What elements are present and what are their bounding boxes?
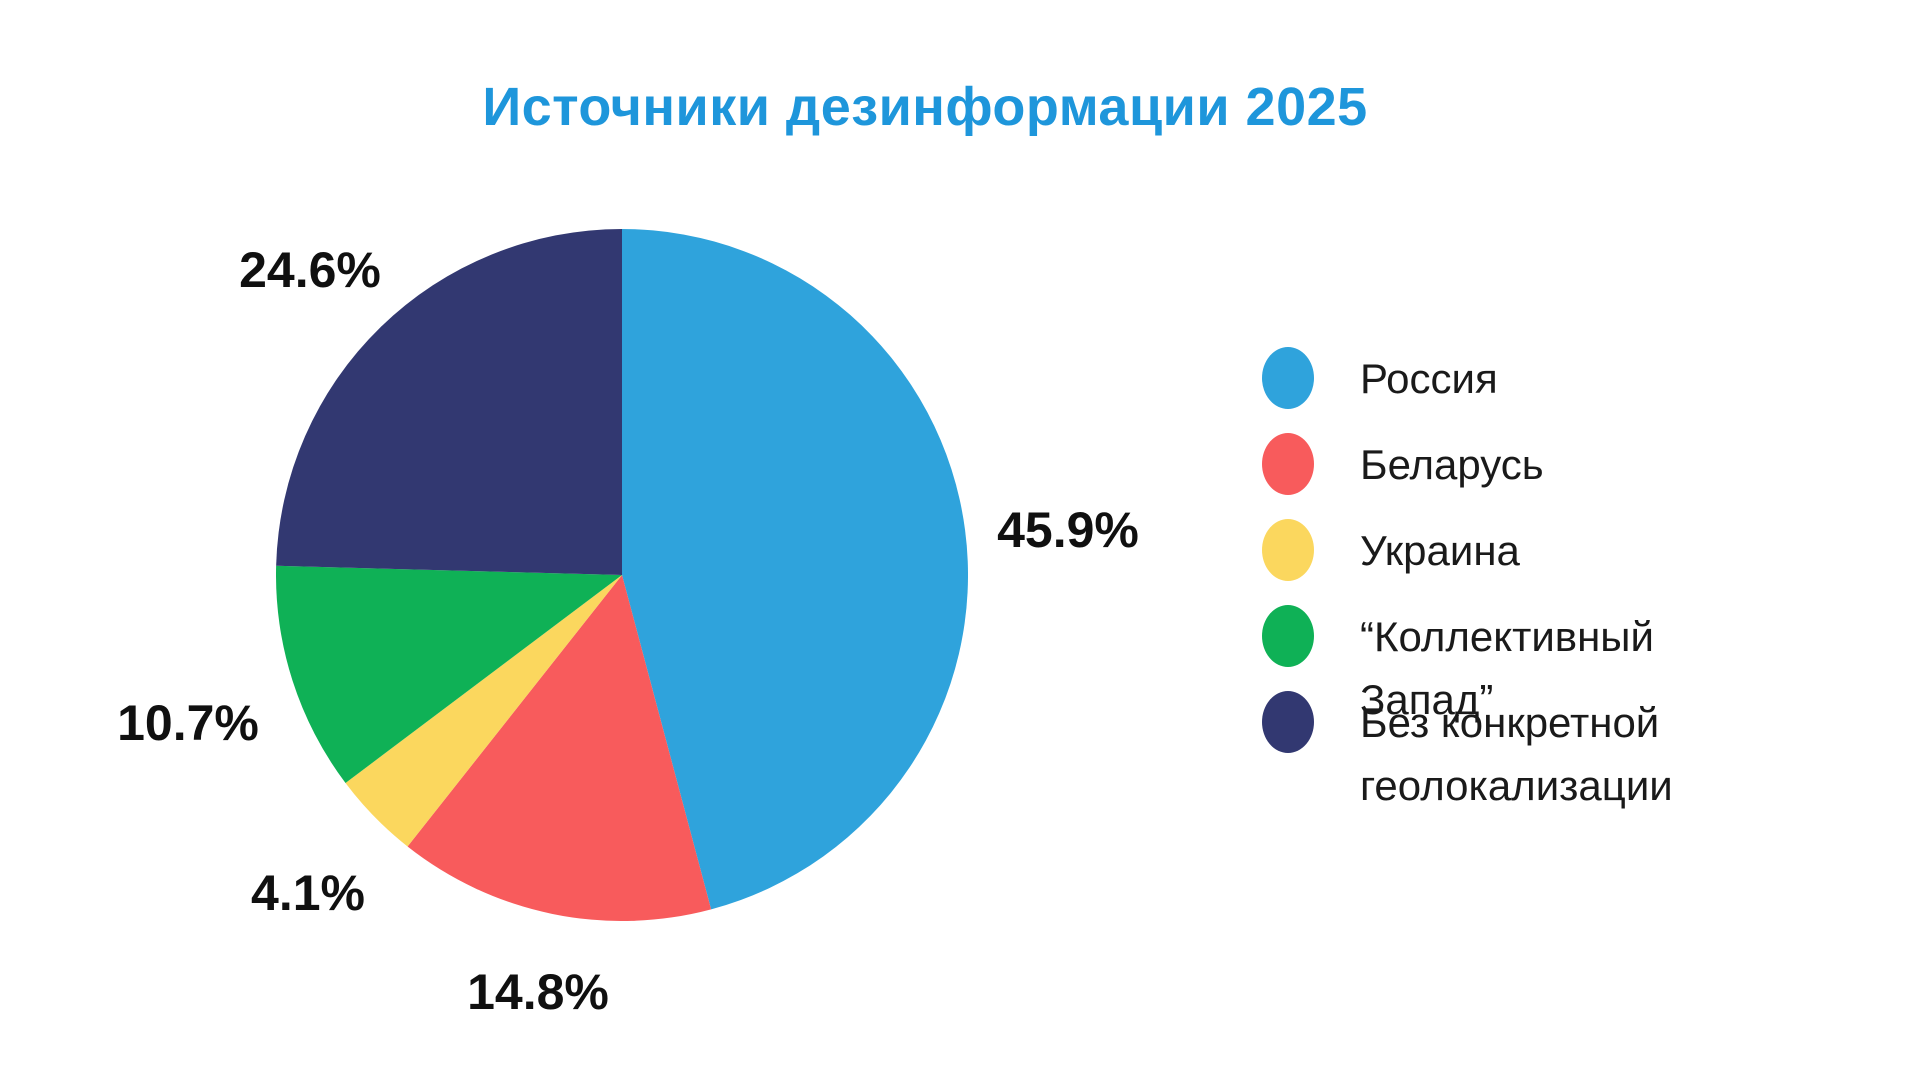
legend-item-ukraine: Украина (1262, 519, 1520, 582)
legend-label-ukraine: Украина (1360, 527, 1520, 574)
legend-item-belarus: Беларусь (1262, 433, 1544, 496)
pie-chart (276, 229, 968, 921)
slice-value-label-collective-west: 10.7% (117, 695, 259, 751)
slice-value-label-russia: 45.9% (997, 502, 1139, 558)
chart-title: Источники дезинформации 2025 (482, 77, 1368, 137)
legend-swatch-russia (1262, 347, 1314, 409)
legend-item-russia: Россия (1262, 347, 1498, 410)
legend-item-no-geolocation: Без конкретной геолокализации (1262, 691, 1700, 817)
legend-swatch-ukraine (1262, 519, 1314, 581)
slice-value-label-no-geolocation: 24.6% (239, 242, 381, 298)
legend: Россия Беларусь Украина “Коллективный За… (1262, 0, 1722, 1080)
legend-label-belarus: Беларусь (1360, 441, 1544, 488)
pie-slice-2 (345, 575, 622, 847)
legend-label-russia: Россия (1360, 355, 1498, 402)
pie-slice-0 (622, 229, 968, 910)
pie-slice-1 (407, 575, 712, 921)
slice-value-label-ukraine: 4.1% (251, 865, 365, 921)
legend-swatch-collective-west (1262, 605, 1314, 667)
legend-swatch-no-geolocation (1262, 691, 1314, 753)
legend-swatch-belarus (1262, 433, 1314, 495)
pie-slice-4 (276, 229, 622, 575)
legend-label-collective-west: “Коллективный Запад” (1360, 613, 1654, 723)
pie-slice-3 (276, 565, 622, 783)
slice-value-label-belarus: 14.8% (467, 964, 609, 1020)
legend-label-no-geolocation: Без конкретной геолокализации (1360, 699, 1673, 809)
legend-item-collective-west: “Коллективный Запад” (1262, 605, 1700, 731)
